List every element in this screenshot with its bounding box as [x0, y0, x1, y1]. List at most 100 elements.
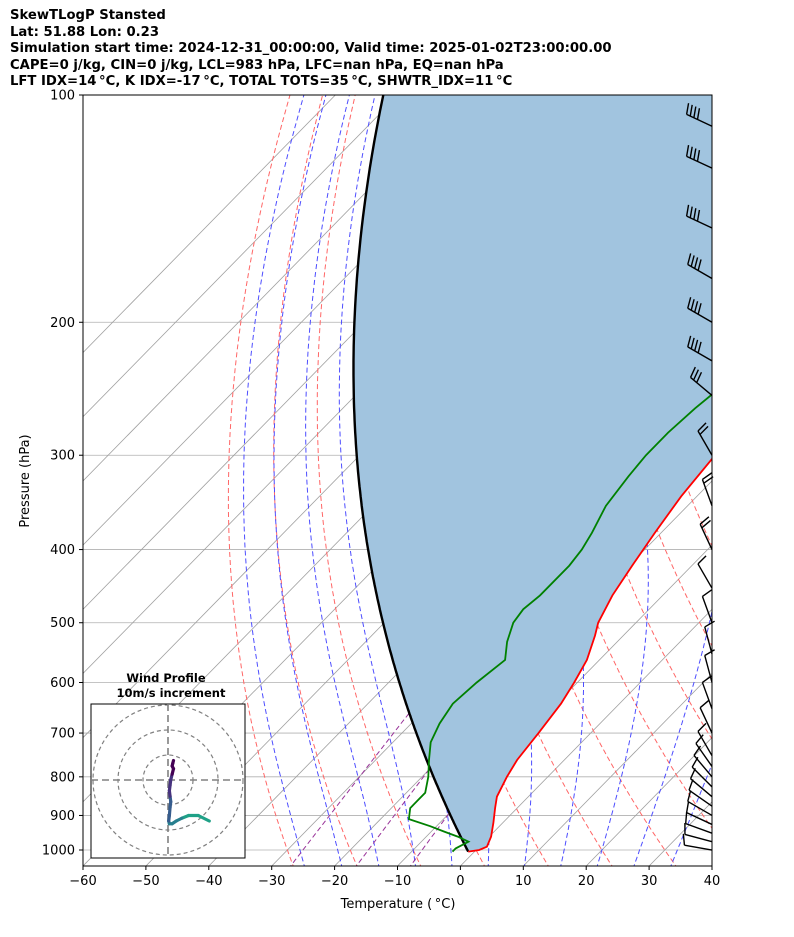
chart-header: SkewTLogP Stansted Lat: 51.88 Lon: 0.23 … — [10, 8, 612, 91]
barb-shaft — [686, 215, 713, 229]
y-tick-label: 900 — [50, 809, 75, 824]
barb-flag — [696, 108, 701, 120]
header-location: Lat: 51.88 Lon: 0.23 — [10, 24, 160, 40]
barb-shaft — [687, 800, 713, 817]
wind-barb — [697, 722, 713, 757]
wind-barb — [704, 649, 715, 683]
y-tick-label: 600 — [50, 676, 75, 691]
barb-shaft — [693, 754, 713, 778]
wind-barb — [704, 620, 715, 655]
barb-flag — [687, 253, 692, 265]
wind-barb — [687, 335, 713, 362]
barb-flag — [685, 204, 690, 217]
barb-flag — [693, 208, 697, 220]
barb-shaft — [684, 844, 713, 851]
barb-flag — [697, 341, 702, 354]
barb-flag — [690, 255, 695, 267]
barb-flag — [687, 297, 692, 309]
barb-flag — [692, 369, 700, 381]
barb-shaft — [701, 682, 713, 709]
wind-barb — [682, 833, 713, 851]
barb-flag — [690, 299, 695, 311]
wind-barb — [685, 801, 713, 826]
header-title: SkewTLogP Stansted — [10, 8, 166, 23]
barb-flag — [704, 649, 715, 657]
barb-shaft — [685, 822, 713, 834]
wind-barb — [697, 555, 713, 589]
x-tick-label: −60 — [69, 874, 96, 889]
barb-flag — [695, 734, 704, 744]
hodograph-inset: Wind Profile 10m/s increment — [90, 671, 246, 859]
x-tick-label: 20 — [578, 874, 595, 889]
x-tick-label: 30 — [641, 874, 658, 889]
isotherm-line — [83, 95, 399, 418]
x-tick-label: −50 — [132, 874, 159, 889]
barb-flag — [688, 779, 694, 791]
barb-shaft — [687, 263, 713, 280]
barb-shaft — [695, 743, 713, 767]
header-indices-2: LFT IDX=14 °C, K IDX=-17 °C, TOTAL TOTS=… — [10, 74, 513, 90]
barb-shaft — [704, 626, 713, 655]
dry-adiabat — [227, 95, 294, 866]
wind-barb — [684, 823, 713, 843]
barb-flag — [689, 146, 693, 159]
wind-barb — [687, 253, 713, 280]
barb-flag — [699, 516, 710, 525]
wind-barbs — [682, 103, 715, 851]
barb-flag — [684, 812, 688, 824]
moist-adiabat — [338, 95, 417, 866]
wind-barb — [701, 472, 714, 507]
x-tick-label: 40 — [704, 874, 721, 889]
barb-shaft — [684, 833, 713, 843]
wind-barb — [687, 790, 713, 817]
isotherm-line — [711, 865, 712, 866]
barb-flag — [690, 337, 695, 350]
barb-shaft — [687, 307, 713, 323]
hodograph-segment — [196, 813, 211, 823]
wind-barb — [685, 144, 713, 169]
header-indices-1: CAPE=0 j/kg, CIN=0 j/kg, LCL=983 hPa, LF… — [10, 57, 504, 73]
barb-flag — [697, 555, 707, 565]
barb-flag — [701, 519, 712, 529]
barb-shaft — [699, 523, 713, 550]
barb-shaft — [687, 346, 713, 362]
barb-flag — [696, 150, 701, 162]
dry-adiabat — [273, 95, 358, 866]
mixing-ratio-line — [289, 682, 434, 866]
barb-shaft — [704, 655, 713, 683]
y-tick-label: 200 — [50, 316, 75, 331]
x-tick-label: 0 — [456, 874, 464, 889]
barb-flag — [689, 104, 693, 117]
x-tick-label: −10 — [384, 874, 411, 889]
barb-flag — [697, 722, 707, 732]
barb-shaft — [691, 766, 713, 788]
barb-shaft — [701, 479, 713, 507]
y-tick-label: 300 — [50, 449, 75, 464]
wind-barb — [699, 516, 713, 550]
cin-shading — [353, 95, 712, 852]
moist-adiabat — [633, 95, 712, 866]
dry-adiabat — [712, 78, 794, 869]
barb-flag — [697, 303, 702, 315]
header-times: Simulation start time: 2024-12-31_00:00:… — [10, 41, 612, 57]
wind-barb — [687, 297, 713, 323]
hodograph-subtitle: 10m/s increment — [117, 686, 226, 700]
wind-barb — [695, 734, 713, 767]
moist-adiabat — [243, 95, 305, 866]
hodograph-segment — [171, 758, 176, 765]
barb-shaft — [699, 707, 713, 734]
wind-barb — [685, 103, 713, 127]
barb-flag — [696, 209, 701, 222]
barb-flag — [689, 366, 696, 378]
y-tick-label: 800 — [50, 770, 75, 785]
isotherm-line — [83, 95, 336, 354]
temperature-line — [468, 457, 712, 853]
isotherm-line — [460, 608, 712, 866]
x-tick-label: 10 — [515, 874, 532, 889]
barb-flag — [704, 620, 715, 628]
barb-flag — [693, 106, 697, 118]
wind-barb — [684, 812, 713, 834]
barb-flag — [685, 801, 690, 813]
y-tick-label: 400 — [50, 543, 75, 558]
